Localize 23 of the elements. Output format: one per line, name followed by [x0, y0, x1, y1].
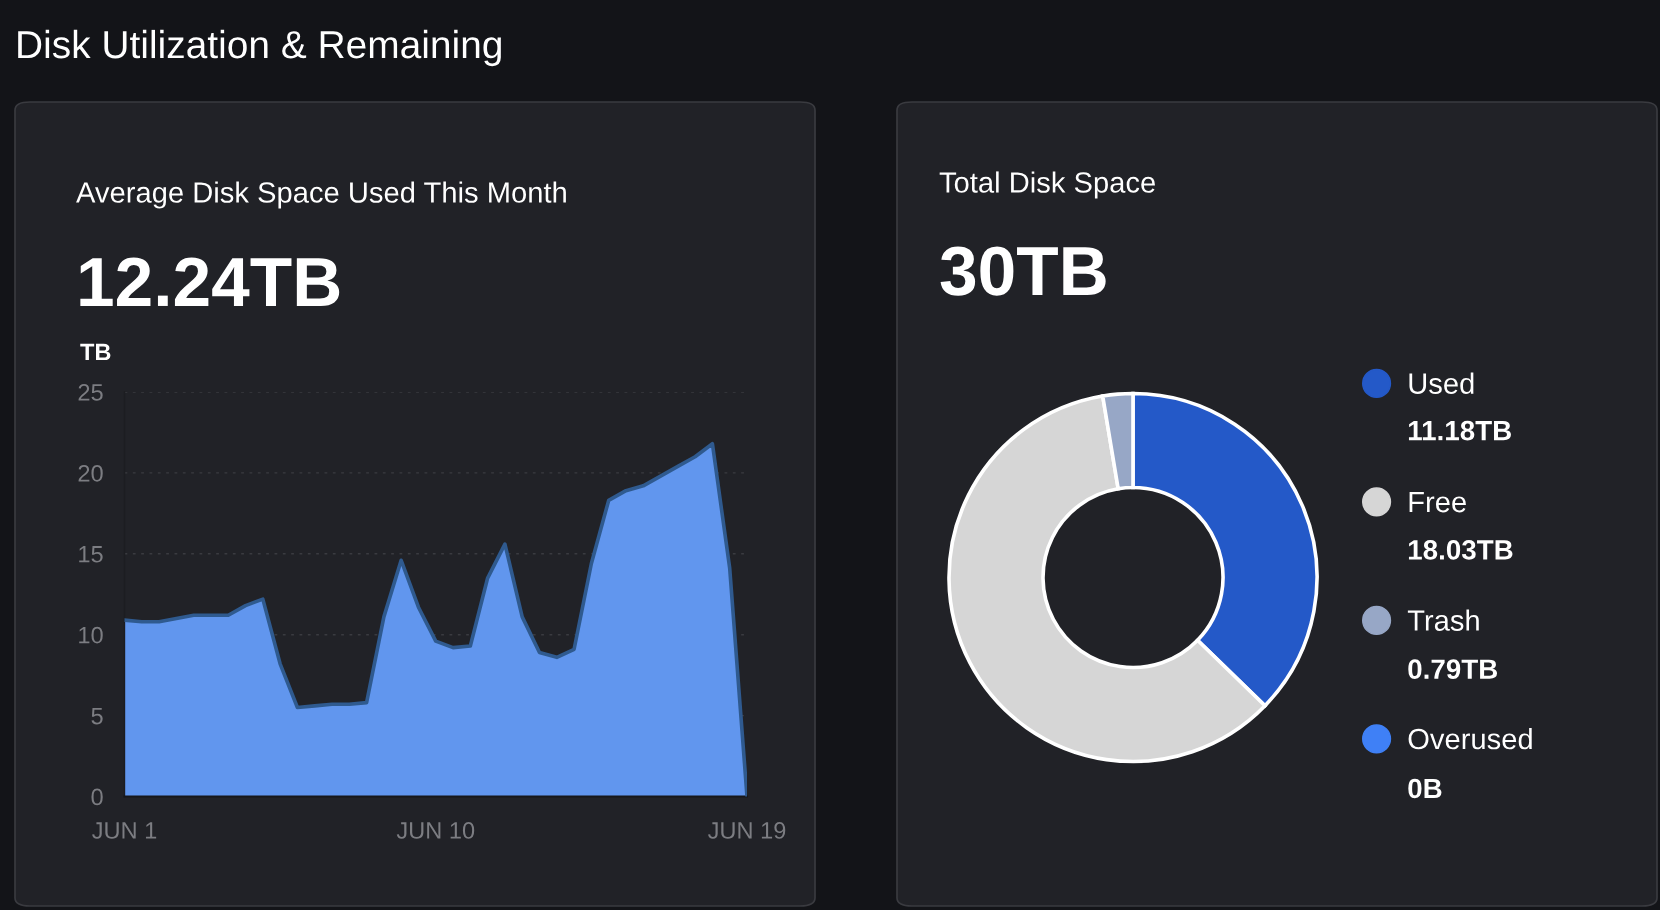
text: Disk Utilization & Remaining — [18, 29, 501, 67]
legend-label: Used — [1409, 372, 1474, 394]
data-label: 18.03TB — [1408, 540, 1513, 560]
y-tick-label: 0 — [91, 788, 103, 806]
chart-title: Average Disk Space Used This Month — [76, 181, 566, 209]
data-label: 11.18TB — [1408, 420, 1511, 441]
data-label: 0.79TB — [1408, 659, 1498, 680]
x-tick-label: JUN 10 — [396, 822, 475, 839]
text: 0B — [1408, 778, 1442, 799]
chart-subtitle: 30TB — [940, 246, 1106, 296]
y-tick-label: 10 — [79, 626, 103, 644]
legend-label: Overused — [1408, 727, 1532, 750]
legend-label: Free — [1409, 492, 1466, 513]
chart-title: Total Disk Space — [939, 171, 1155, 199]
chart-subtitle: 12.24TB — [80, 257, 340, 306]
y-tick-label: 25 — [78, 384, 103, 401]
y-tick-label: 20 — [78, 464, 103, 482]
x-tick-label: JUN 1 — [92, 822, 157, 839]
legend-label: Trash — [1407, 609, 1479, 631]
y-tick-label: 15 — [79, 546, 103, 563]
x-tick-label: JUN 19 — [708, 822, 786, 839]
y-axis-title: TB — [80, 343, 111, 361]
y-tick-label: 5 — [91, 707, 103, 725]
